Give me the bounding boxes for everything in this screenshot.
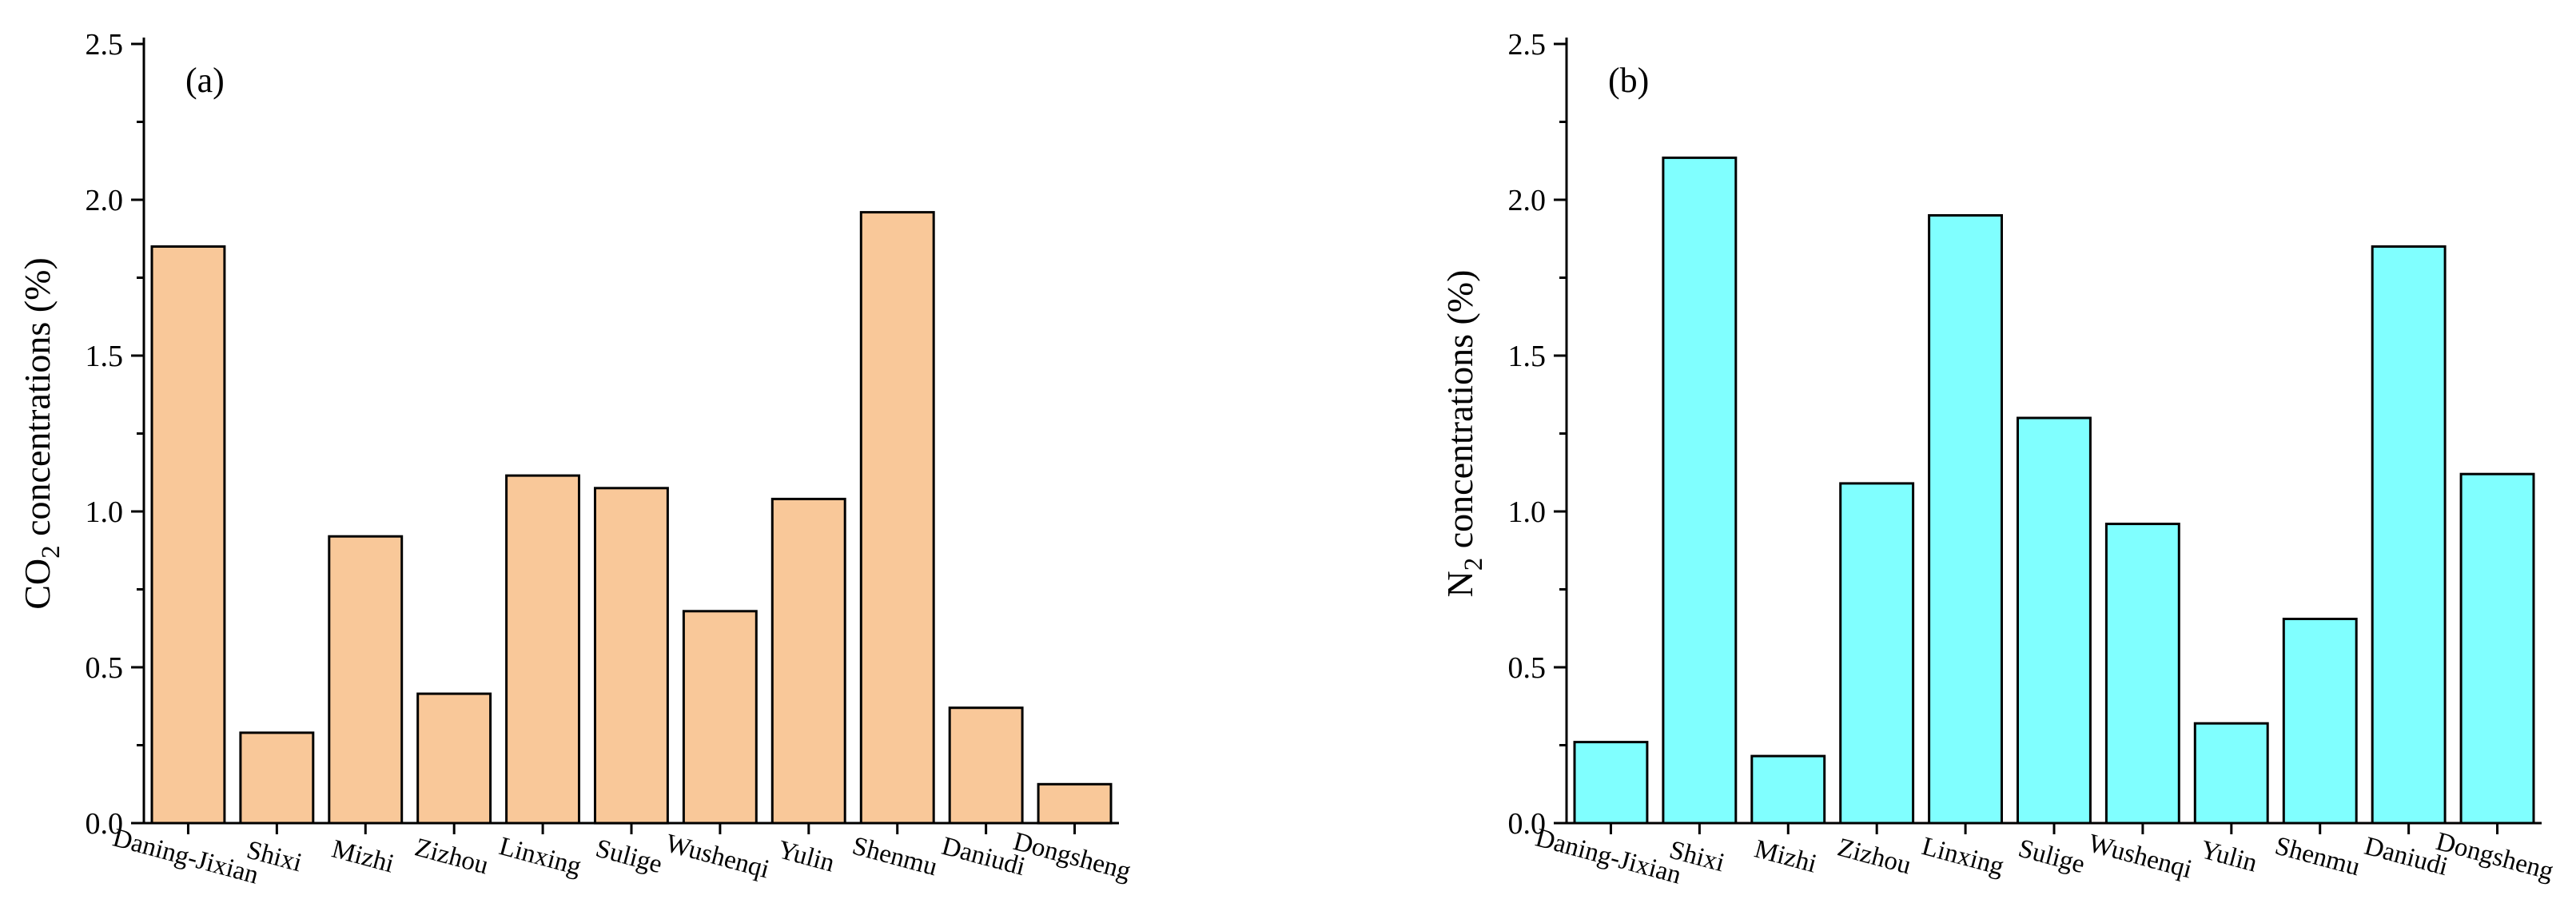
x-tick-label: Sulige	[592, 834, 665, 880]
y-tick-label: 2.0	[1508, 184, 1547, 217]
bar-linxing	[505, 474, 580, 825]
panel-label: (a)	[185, 61, 225, 100]
y-tick-label: 1.5	[1508, 340, 1547, 373]
x-tick-label: Daning-Jixian	[1532, 823, 1684, 889]
bar-daniudi	[948, 706, 1024, 825]
bar-sulige	[594, 487, 669, 825]
y-tick-label: 0.5	[1508, 651, 1547, 685]
y-tick-label: 1.0	[86, 495, 124, 529]
y-tick-label: 0.5	[86, 651, 124, 685]
x-tick-label: Zizhou	[412, 833, 492, 880]
x-tick-label: Dongsheng	[1010, 827, 1134, 886]
bar-shenmu	[2282, 618, 2358, 825]
bar-daning-jixian	[1573, 741, 1649, 825]
bar-shenmu	[859, 211, 935, 825]
bar-mizhi	[328, 535, 404, 825]
x-tick-label: Wushenqi	[2085, 829, 2195, 884]
x-tick-label: Mizhi	[1751, 834, 1819, 878]
bar-dongsheng	[2459, 472, 2535, 825]
bar-dongsheng	[1037, 782, 1113, 825]
y-axis-title: N2 concentrations (%)	[1439, 270, 1488, 598]
y-tick-label: 0.0	[1508, 807, 1547, 841]
x-tick-label: Shenmu	[2272, 832, 2363, 882]
bar-wushenqi	[2104, 523, 2180, 825]
bar-sulige	[2017, 416, 2092, 825]
x-tick-label: Mizhi	[328, 834, 396, 878]
bar-daniudi	[2371, 245, 2447, 825]
y-tick-label: 2.0	[86, 184, 124, 217]
y-tick-label: 1.5	[86, 340, 124, 373]
bar-yulin	[2193, 722, 2269, 825]
bar-yulin	[770, 497, 846, 825]
y-tick-label: 1.0	[1508, 495, 1547, 529]
bar-shixi	[239, 731, 315, 825]
x-tick-label: Linxing	[496, 832, 584, 881]
y-tick-label: 2.5	[1508, 28, 1547, 62]
x-tick-label: Shenmu	[850, 832, 941, 882]
x-tick-label: Yulin	[2197, 835, 2259, 877]
bar-shixi	[1662, 156, 1738, 825]
x-tick-label: Zizhou	[1834, 833, 1914, 880]
y-axis-title: CO2 concentrations (%)	[17, 257, 66, 610]
bar-mizhi	[1750, 754, 1826, 825]
bar-linxing	[1928, 214, 2004, 825]
x-tick-label: Daning-Jixian	[109, 823, 261, 889]
x-tick-label: Dongsheng	[2433, 827, 2557, 886]
y-tick-label: 0.0	[86, 807, 124, 841]
bar-zizhou	[416, 692, 492, 825]
x-tick-label: Sulige	[2015, 834, 2088, 880]
bar-wushenqi	[682, 610, 758, 825]
bar-daning-jixian	[150, 245, 226, 825]
panel-label: (b)	[1608, 61, 1649, 100]
bar-zizhou	[1839, 482, 1915, 825]
x-tick-label: Linxing	[1919, 832, 2007, 881]
x-tick-label: Yulin	[774, 835, 837, 877]
y-tick-label: 2.5	[86, 28, 124, 62]
x-tick-label: Wushenqi	[663, 829, 772, 884]
